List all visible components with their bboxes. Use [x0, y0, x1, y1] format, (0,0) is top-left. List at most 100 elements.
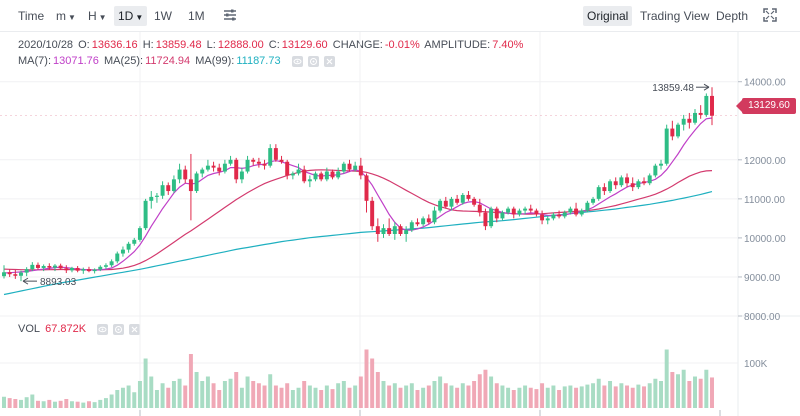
current-price-tag: 13129.60 — [736, 98, 796, 114]
volume-label: VOL — [18, 323, 41, 335]
hour-interval-dropdown[interactable]: H ▼ — [84, 6, 111, 26]
candle-body — [279, 159, 284, 162]
volume-bar — [613, 386, 618, 408]
volume-bar — [330, 389, 335, 408]
indicator-settings-icon[interactable] — [222, 7, 238, 23]
volume-bar — [296, 387, 301, 408]
candle-body — [7, 272, 12, 275]
close-icon[interactable] — [129, 323, 141, 335]
original-view-tab[interactable]: Original — [583, 6, 633, 26]
candle-body — [375, 226, 380, 234]
candle-body — [143, 200, 148, 229]
hide-eye-icon[interactable] — [97, 323, 109, 335]
axes: 14000.00 12000.00 11000.00 10000.00 9000.00 8… — [139, 78, 786, 416]
candle-body — [358, 165, 363, 176]
ma7-label: MA(7): — [18, 55, 51, 67]
ohlc-date: 2020/10/28 — [18, 39, 74, 51]
volume-bar — [324, 385, 329, 408]
volume-bar — [30, 394, 35, 408]
min-arrow-head — [22, 277, 29, 285]
settings-gear-icon[interactable] — [113, 323, 125, 335]
volume-bar — [143, 358, 148, 408]
candle-body — [630, 183, 635, 188]
volume-bar — [47, 399, 52, 408]
volume-info: VOL 67.872K — [18, 322, 144, 336]
candle-body — [432, 210, 437, 223]
minute-interval-dropdown[interactable]: m ▼ — [52, 6, 80, 26]
candle-body — [217, 167, 222, 172]
volume-bar — [557, 390, 562, 408]
volume-bar — [370, 358, 375, 408]
volume-bar — [551, 385, 556, 408]
candle-body — [392, 226, 397, 234]
caret-down-icon: ▼ — [98, 13, 107, 22]
candle-body — [438, 200, 443, 211]
candle-body — [693, 112, 697, 123]
volume-bar — [545, 387, 550, 408]
volume-bar — [307, 385, 312, 408]
candle-body — [245, 159, 250, 172]
volume-bar — [381, 381, 386, 408]
week-interval-button[interactable]: 1W — [154, 9, 172, 23]
volume-bar — [670, 372, 675, 408]
volume-bar — [222, 381, 227, 408]
depth-view-tab[interactable]: Depth — [716, 9, 749, 23]
volume-bar — [188, 354, 193, 408]
candle-body — [426, 218, 431, 223]
volume-bar — [619, 383, 624, 408]
volume-bar — [392, 383, 397, 408]
price-tick-label: 14000.00 — [744, 78, 786, 89]
settings-gear-icon[interactable] — [307, 55, 319, 67]
month-interval-button[interactable]: 1M — [188, 9, 205, 23]
candle-body — [307, 179, 312, 182]
volume-bar — [302, 381, 307, 408]
max-arrow-head — [703, 83, 710, 91]
candle-body — [500, 212, 505, 219]
volume-bar — [75, 401, 80, 408]
candle-body — [205, 165, 210, 170]
candle-body — [268, 148, 273, 166]
day-label: 1D — [118, 9, 134, 23]
candle-body — [381, 228, 386, 234]
volume-bar — [341, 381, 346, 408]
volume-bar — [92, 402, 97, 408]
candle-body — [98, 266, 103, 270]
candle-body — [409, 222, 414, 231]
candle-body — [596, 187, 601, 199]
candle-body — [256, 161, 261, 164]
candle-body — [602, 187, 607, 192]
fullscreen-icon[interactable] — [762, 7, 778, 23]
volume-bar — [268, 374, 273, 408]
volume-bar — [540, 383, 545, 408]
amplitude-label: AMPLITUDE: — [424, 39, 491, 51]
volume-bar — [285, 383, 290, 408]
volume-bar — [472, 381, 477, 408]
candle-body — [324, 171, 329, 180]
open-value: 13636.16 — [91, 39, 138, 51]
candle-body — [625, 177, 630, 184]
candle-body — [2, 272, 6, 277]
price-tick-label: 10000.00 — [744, 234, 786, 245]
min-price-label: 8893.03 — [40, 277, 77, 288]
volume-bar — [109, 394, 114, 408]
volume-bar — [375, 372, 380, 408]
candle-body — [404, 230, 409, 234]
hide-eye-icon[interactable] — [291, 55, 303, 67]
volume-bar — [171, 381, 176, 408]
volume-bar — [432, 381, 437, 408]
candle-body — [574, 208, 579, 215]
time-interval-button[interactable]: Time — [18, 9, 45, 23]
close-icon[interactable] — [323, 55, 335, 67]
volume-bar — [58, 400, 63, 408]
volume-bar — [647, 383, 652, 408]
candle-body — [551, 214, 556, 219]
candle-body — [579, 210, 584, 215]
candle-body — [466, 194, 471, 199]
volume-bar — [137, 381, 142, 408]
candle-body — [183, 169, 188, 180]
candle-body — [64, 268, 69, 271]
day-interval-dropdown[interactable]: 1D ▼ — [114, 6, 148, 26]
trading-view-tab[interactable]: Trading View — [640, 9, 710, 23]
candle-body — [523, 208, 528, 211]
